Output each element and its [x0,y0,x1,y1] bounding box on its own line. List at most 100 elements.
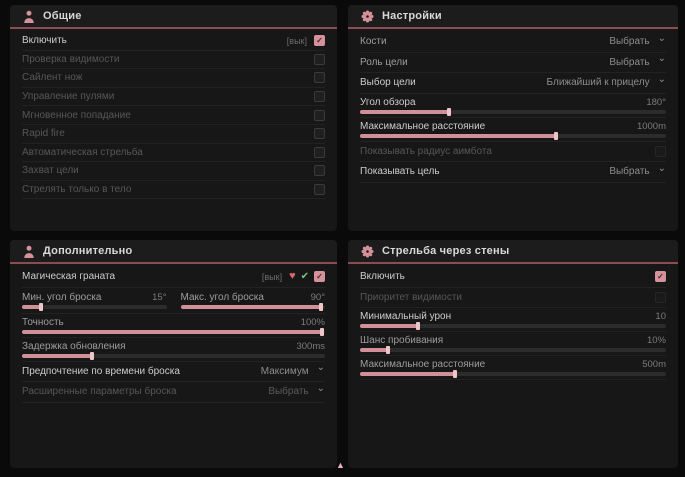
panel-additional-header[interactable]: Дополнительно [10,240,337,264]
min-damage-slider[interactable] [360,322,666,330]
panel-general-body: Включить [вык] ✓ Проверка видимости Сайл… [10,29,337,231]
slider-label: Максимальное расстояние [360,120,486,132]
accuracy-slider[interactable] [22,327,325,336]
slider-fill [360,107,451,116]
row-label: Приоритет видимости [360,291,463,303]
panel-title: Общие [43,10,82,22]
slider-row-accuracy: Точность 100% [22,314,325,338]
slider-thumb[interactable] [553,131,558,140]
checkbox[interactable] [314,146,325,158]
dropdown-row-advanced-throw-params: Расширенные параметры броска Выбрать ⌄ [22,382,325,403]
dropdown-row-show-target: Показывать цель Выбрать ⌄ [360,162,666,183]
target-select-dropdown[interactable]: Ближайший к прицелу ⌄ [546,73,666,89]
row-label: Выбор цели [360,77,416,89]
advanced-throw-params-dropdown[interactable]: Выбрать ⌄ [268,382,325,398]
checkbox[interactable] [314,72,325,84]
panel-title: Настройки [382,10,442,22]
row-label: Включить [360,271,405,283]
toggle-row-silent-knife: Сайлент нож [22,69,325,88]
keybind-hint[interactable]: [вык] [261,271,283,282]
checkbox[interactable] [655,291,666,303]
checkbox[interactable] [314,53,325,65]
toggle-row-magic-grenade: Магическая граната [вык] ♥ ✔ ✓ [22,267,325,288]
panel-title: Стрельба через стены [382,245,510,257]
slider-row-max-distance: Максимальное расстояние 500m [360,356,666,380]
slider-fill [22,351,94,360]
row-label: Включить [22,35,67,47]
panel-wallbang: Стрельба через стены Включить ✓ Приорите… [348,240,678,468]
slider-thumb[interactable] [319,327,324,336]
panel-wallbang-header[interactable]: Стрельба через стены [348,240,678,264]
fov-slider[interactable] [360,107,666,116]
slider-label: Шанс пробивания [360,335,444,346]
dropdown-value: Выбрать [609,36,650,48]
keybind-hint[interactable]: [вык] [286,35,307,46]
dropdown-value: Выбрать [609,166,650,178]
slider-value: 1000m [636,120,666,132]
slider-thumb[interactable] [89,351,94,360]
slider-label: Точность [22,316,64,328]
dropdown-row-bones: Кости Выбрать ⌄ [360,32,666,53]
checkbox[interactable] [314,91,325,103]
panel-settings-header[interactable]: Настройки [348,5,678,29]
toggle-row-bullet-control: Управление пулями [22,88,325,107]
toggle-row-auto-fire: Автоматическая стрельба [22,144,325,163]
wallbang-max-distance-slider[interactable] [360,370,666,378]
checkbox[interactable]: ✓ [655,271,666,283]
slider-thumb[interactable] [446,107,451,116]
panel-title: Дополнительно [43,245,133,257]
row-label: Магическая граната [22,271,116,283]
show-target-dropdown[interactable]: Выбрать ⌄ [609,162,666,178]
max-throw-angle: Макс. угол броска 90° [180,291,325,311]
bones-dropdown[interactable]: Выбрать ⌄ [609,32,666,48]
penetration-chance-slider[interactable] [360,346,666,354]
heart-icon[interactable]: ♥ [289,270,296,283]
double-slider-row-throw-angles: Мин. угол броска 15° Макс. угол броска 9… [22,288,325,314]
toggle-row-enable: Включить [вык] ✓ [22,32,325,51]
check-badge-icon[interactable]: ✔ [300,270,309,282]
update-delay-slider[interactable] [22,351,325,360]
slider-value: 500m [642,359,666,370]
slider-thumb[interactable] [318,302,323,311]
slider-row-max-distance: Максимальное расстояние 1000m [360,118,666,142]
slider-fill [360,370,457,378]
slider-row-min-damage: Минимальный урон 10 [360,308,666,332]
min-throw-angle: Мин. угол броска 15° [22,291,167,311]
target-role-dropdown[interactable]: Выбрать ⌄ [609,53,666,68]
slider-thumb[interactable] [452,370,457,378]
min-throw-angle-slider[interactable] [22,302,167,311]
row-label: Кости [360,36,387,48]
panel-general: Общие Включить [вык] ✓ Проверка видимост… [10,5,337,231]
toggle-row-visibility-check: Проверка видимости [22,51,325,70]
checkbox[interactable] [655,145,666,157]
toggle-row-instant-hit: Мгновенное попадание [22,106,325,125]
toggle-row-visibility-priority: Приоритет видимости [360,288,666,308]
slider-thumb[interactable] [416,322,421,330]
max-distance-slider[interactable] [360,131,666,140]
row-label: Сайлент нож [22,72,83,84]
checkbox[interactable] [314,109,325,121]
panel-general-header[interactable]: Общие [10,5,337,29]
row-label: Rapid fire [22,128,65,140]
throw-time-pref-dropdown[interactable]: Максимум ⌄ [260,362,325,377]
slider-thumb[interactable] [385,346,390,354]
checkbox[interactable]: ✓ [314,35,325,47]
slider-thumb[interactable] [38,302,43,311]
slider-row-fov: Угол обзора 180° [360,94,666,118]
slider-label: Макс. угол броска [180,291,264,303]
slider-value: 10 [655,311,666,322]
slider-label: Максимальное расстояние [360,359,486,370]
checkbox[interactable] [314,165,325,177]
cursor-indicator: ▲ [336,460,345,470]
panel-settings: Настройки Кости Выбрать ⌄ Роль цели Выбр… [348,5,678,231]
row-label: Мгновенное попадание [22,109,131,121]
slider-label: Мин. угол броска [22,291,102,303]
row-label: Предпочтение по времени броска [22,365,180,377]
person-icon [23,245,35,258]
checkbox[interactable] [314,128,325,140]
dropdown-value: Максимум [260,365,309,377]
check-icon: ✓ [316,35,323,45]
max-throw-angle-slider[interactable] [180,302,325,311]
checkbox[interactable] [314,184,325,196]
checkbox[interactable]: ✓ [314,271,325,283]
